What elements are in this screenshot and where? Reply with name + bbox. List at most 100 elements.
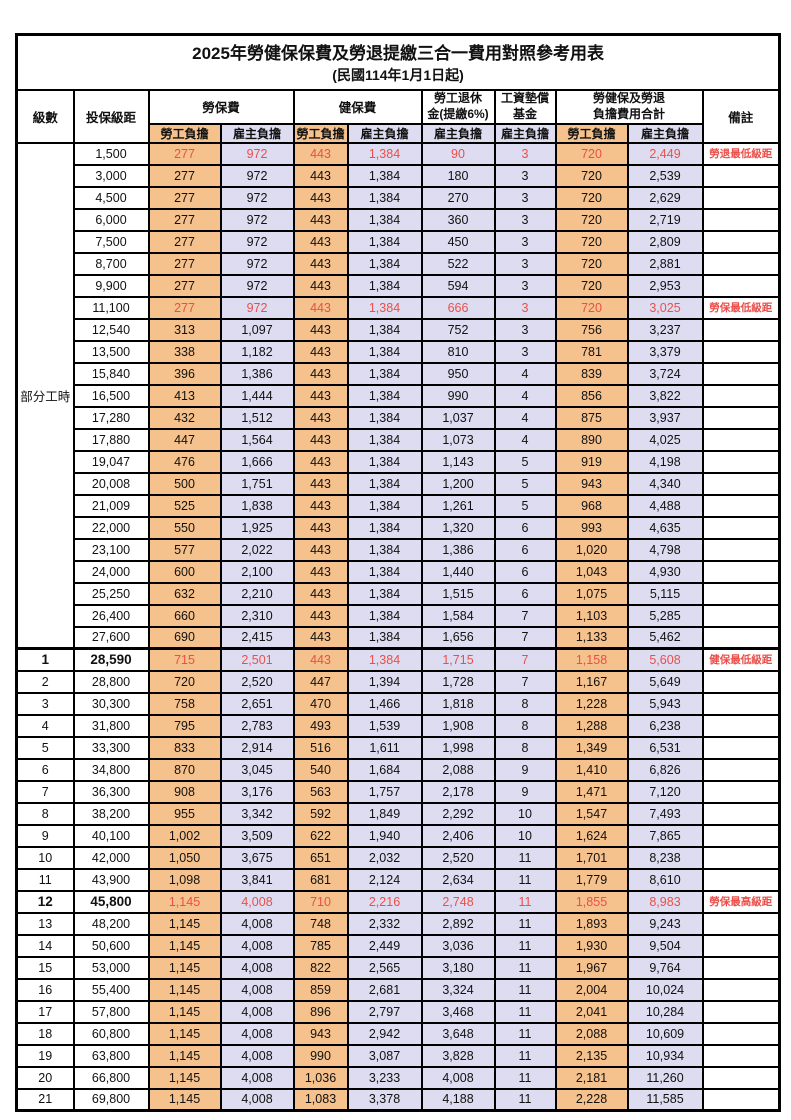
total-employee-cell: 1,779 [554, 867, 629, 892]
health-employee-cell: 943 [292, 1021, 349, 1046]
health-employee-cell: 443 [292, 361, 349, 386]
pension-employer-cell: 90 [420, 141, 496, 166]
bracket-cell: 17,280 [72, 405, 150, 430]
labor-employee-cell: 432 [147, 405, 222, 430]
total-employer-cell: 10,024 [626, 977, 704, 1002]
wage-fund-employer-cell: 3 [493, 207, 557, 232]
total-employee-cell: 1,624 [554, 823, 629, 848]
wage-fund-employer-cell: 5 [493, 471, 557, 496]
total-employee-cell: 1,547 [554, 801, 629, 826]
labor-employee-cell: 277 [147, 295, 222, 320]
total-employer-cell: 2,881 [626, 251, 704, 276]
total-employee-cell: 720 [554, 207, 629, 232]
note-cell [701, 801, 781, 826]
wage-fund-employer-cell: 11 [493, 889, 557, 914]
note-cell [701, 845, 781, 870]
pension-employer-cell: 752 [420, 317, 496, 342]
health-employee-cell: 443 [292, 515, 349, 540]
table-row: 9,900 277 972 443 1,384 594 3 720 2,953 [17, 273, 781, 298]
labor-employee-cell: 1,098 [147, 867, 222, 892]
level-cell: 3 [15, 691, 75, 716]
labor-employer-cell: 2,914 [219, 735, 295, 760]
wage-fund-employer-cell: 11 [493, 999, 557, 1024]
note-cell: 健保最低級距 [701, 647, 781, 672]
wage-fund-employer-cell: 11 [493, 955, 557, 980]
wage-fund-employer-cell: 3 [493, 229, 557, 254]
total-employer-cell: 4,798 [626, 537, 704, 562]
labor-employer-cell: 3,675 [219, 845, 295, 870]
subheader-health-employee: 勞工負擔 [292, 122, 349, 144]
health-employer-cell: 1,384 [346, 207, 423, 232]
total-employer-cell: 5,608 [626, 647, 704, 672]
note-cell [701, 405, 781, 430]
pension-employer-cell: 1,715 [420, 647, 496, 672]
wage-fund-employer-cell: 3 [493, 317, 557, 342]
note-cell [701, 735, 781, 760]
health-employer-cell: 1,384 [346, 559, 423, 584]
col-header-bracket: 投保級距 [72, 88, 150, 144]
total-employee-cell: 1,075 [554, 581, 629, 606]
bracket-cell: 55,400 [72, 977, 150, 1002]
wage-fund-employer-cell: 6 [493, 559, 557, 584]
table-row: 17,880 447 1,564 443 1,384 1,073 4 890 4,025 [17, 427, 781, 452]
health-employee-cell: 443 [292, 493, 349, 518]
labor-employee-cell: 447 [147, 427, 222, 452]
level-cell: 12 [15, 889, 75, 914]
labor-employer-cell: 2,501 [219, 647, 295, 672]
pension-employer-cell: 1,200 [420, 471, 496, 496]
health-employee-cell: 443 [292, 163, 349, 188]
health-employer-cell: 1,384 [346, 361, 423, 386]
wage-fund-employer-cell: 4 [493, 361, 557, 386]
note-cell [701, 977, 781, 1002]
note-cell [701, 427, 781, 452]
health-employer-cell: 1,384 [346, 471, 423, 496]
health-employer-cell: 2,681 [346, 977, 423, 1002]
health-employer-cell: 1,384 [346, 317, 423, 342]
labor-employee-cell: 525 [147, 493, 222, 518]
note-cell [701, 867, 781, 892]
health-employer-cell: 1,611 [346, 735, 423, 760]
health-employer-cell: 1,684 [346, 757, 423, 782]
total-employee-cell: 1,410 [554, 757, 629, 782]
health-employer-cell: 1,940 [346, 823, 423, 848]
health-employee-cell: 785 [292, 933, 349, 958]
total-employer-cell: 5,943 [626, 691, 704, 716]
pension-employer-cell: 666 [420, 295, 496, 320]
labor-employee-cell: 1,145 [147, 999, 222, 1024]
labor-employer-cell: 2,415 [219, 625, 295, 650]
health-employer-cell: 1,384 [346, 185, 423, 210]
health-employer-cell: 1,384 [346, 163, 423, 188]
total-employee-cell: 1,167 [554, 669, 629, 694]
labor-employee-cell: 396 [147, 361, 222, 386]
labor-employer-cell: 2,100 [219, 559, 295, 584]
bracket-cell: 9,900 [72, 273, 150, 298]
table-row: 7 36,300 908 3,176 563 1,757 2,178 9 1,471 7,120 [15, 779, 781, 804]
health-employee-cell: 443 [292, 273, 349, 298]
labor-employee-cell: 660 [147, 603, 222, 628]
health-employer-cell: 1,384 [346, 405, 423, 430]
labor-employee-cell: 1,145 [147, 889, 222, 914]
health-employee-cell: 493 [292, 713, 349, 738]
total-employee-cell: 720 [554, 251, 629, 276]
bracket-cell: 53,000 [72, 955, 150, 980]
table-row: 10 42,000 1,050 3,675 651 2,032 2,520 11 1,701 8,… [15, 845, 781, 870]
labor-employee-cell: 715 [147, 647, 222, 672]
total-employee-cell: 968 [554, 493, 629, 518]
table-row: 9 40,100 1,002 3,509 622 1,940 2,406 10 1,624 7,8… [15, 823, 781, 848]
health-employer-cell: 1,384 [346, 251, 423, 276]
wage-fund-employer-cell: 7 [493, 625, 557, 650]
health-employee-cell: 1,083 [292, 1087, 349, 1112]
wage-fund-employer-cell: 11 [493, 933, 557, 958]
total-employer-cell: 9,243 [626, 911, 704, 936]
wage-fund-employer-cell: 9 [493, 779, 557, 804]
total-employer-cell: 2,719 [626, 207, 704, 232]
table-row: 17 57,800 1,145 4,008 896 2,797 3,468 11 2,041 10… [15, 999, 781, 1024]
health-employer-cell: 1,384 [346, 229, 423, 254]
health-employee-cell: 443 [292, 185, 349, 210]
labor-employee-cell: 550 [147, 515, 222, 540]
pension-employer-cell: 1,584 [420, 603, 496, 628]
note-cell: 勞退最低級距 [701, 141, 781, 166]
labor-employee-cell: 277 [147, 185, 222, 210]
bracket-cell: 43,900 [72, 867, 150, 892]
total-employee-cell: 1,855 [554, 889, 629, 914]
